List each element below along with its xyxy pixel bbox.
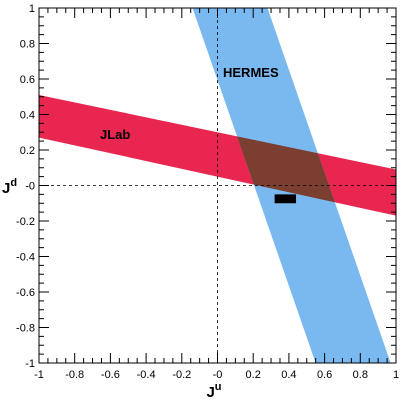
y-tick-label: 0.6 — [20, 74, 35, 86]
y-tick-label: 0.8 — [20, 39, 35, 51]
x-tick-label: 1 — [393, 369, 399, 381]
hermes-label: HERMES — [223, 65, 279, 80]
y-axis-label: Jd — [2, 177, 17, 197]
x-tick-label: -0 — [213, 369, 223, 381]
jlab-label: JLab — [100, 127, 130, 142]
x-tick-label: 0.8 — [353, 369, 368, 381]
x-tick-label: 0.4 — [281, 369, 296, 381]
x-tick-label: -0.4 — [137, 369, 156, 381]
y-tick-label: -1 — [25, 358, 35, 370]
x-axis-label: Ju — [206, 381, 221, 401]
y-tick-label: 0.4 — [20, 110, 35, 122]
y-tick-label: -0.4 — [16, 252, 35, 264]
x-tick-label: -1 — [34, 369, 44, 381]
x-tick-label: -0.8 — [65, 369, 84, 381]
y-tick-label: 1 — [29, 3, 35, 15]
result-marker — [274, 194, 297, 204]
x-tick-label: 0.6 — [317, 369, 332, 381]
x-tick-label: 0.2 — [246, 369, 261, 381]
y-tick-label: -0 — [25, 181, 35, 193]
y-tick-label: -0.6 — [16, 287, 35, 299]
y-tick-label: 0.2 — [20, 145, 35, 157]
x-tick-label: -0.6 — [101, 369, 120, 381]
y-tick-label: -0.2 — [16, 216, 35, 228]
y-tick-label: -0.8 — [16, 323, 35, 335]
x-tick-label: -0.2 — [172, 369, 191, 381]
